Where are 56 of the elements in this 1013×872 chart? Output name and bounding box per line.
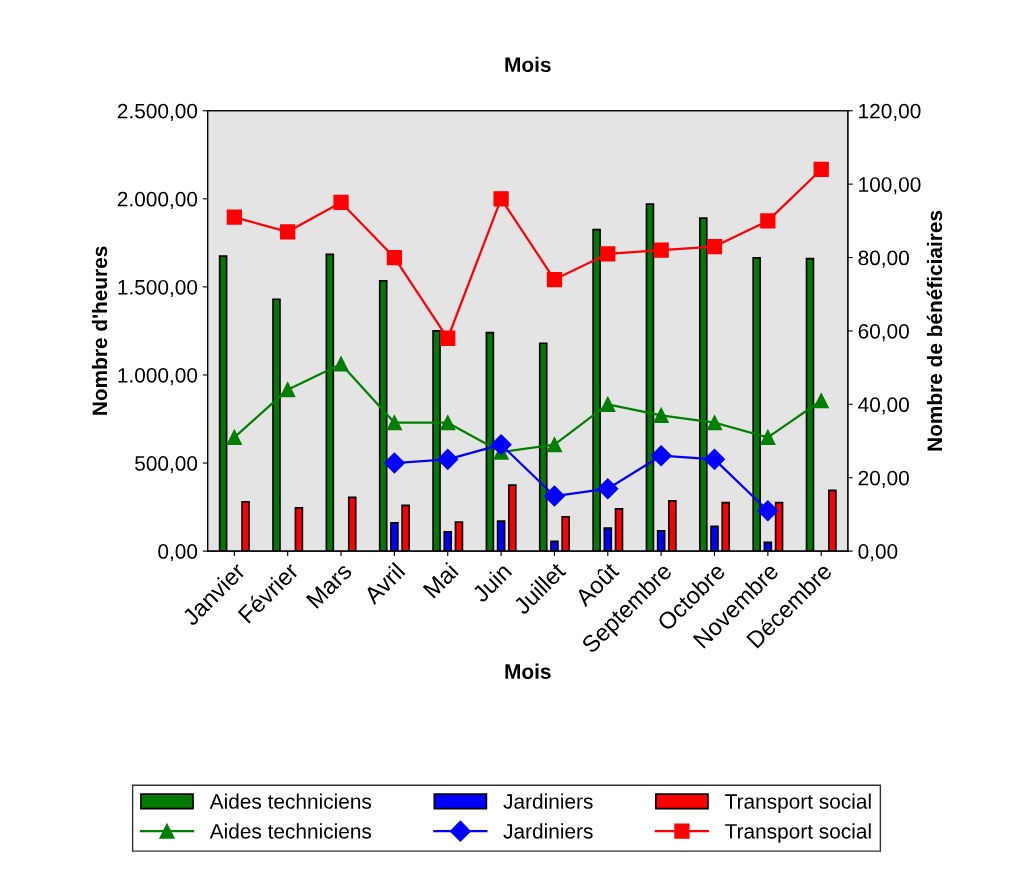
- point: [706, 238, 723, 255]
- point: [386, 249, 403, 266]
- chart-title: Mois: [505, 56, 551, 73]
- point: [757, 500, 779, 522]
- point: [440, 330, 456, 346]
- legend-label: Aides techniciens: [209, 793, 372, 809]
- x-axis-title: Mois: [505, 663, 551, 679]
- point: [440, 415, 456, 431]
- point: [546, 271, 563, 288]
- legend-label: Transport social: [725, 793, 871, 813]
- y2-tick-label: 0,00: [858, 544, 898, 562]
- legend-label: Aides techniciens: [209, 823, 372, 839]
- point: [226, 209, 242, 225]
- point: [333, 356, 349, 372]
- y-tick-label: 1.000,00: [118, 367, 198, 386]
- legend-label: Transport social: [725, 823, 871, 843]
- point: [706, 415, 723, 431]
- x-tick-label: Juin: [470, 561, 513, 604]
- point: [493, 191, 509, 207]
- x-tick-label: Mai: [422, 561, 459, 599]
- point: [760, 213, 776, 229]
- point: [813, 161, 829, 178]
- point: [280, 224, 296, 240]
- point: [437, 448, 459, 470]
- y2-tick-label: 60,00: [858, 323, 909, 342]
- point: [760, 429, 776, 445]
- y-tick-label: 2.000,00: [117, 191, 198, 210]
- point: [813, 393, 829, 409]
- point: [703, 448, 726, 470]
- point: [280, 381, 296, 398]
- point: [653, 407, 669, 423]
- y-axis-title: Nombre d'heures: [91, 246, 108, 415]
- point: [543, 485, 565, 507]
- y-tick-label: 500,00: [135, 456, 198, 474]
- point: [653, 242, 669, 258]
- y2-axis-title: Nombre de bénéficiaires: [926, 210, 943, 451]
- y2-tick-label: 80,00: [858, 250, 909, 268]
- point: [600, 246, 616, 262]
- y2-tick-label: 40,00: [858, 397, 909, 415]
- point: [226, 429, 242, 445]
- point: [650, 445, 672, 467]
- point: [490, 434, 512, 456]
- y-tick-label: 1.500,00: [118, 279, 198, 298]
- y2-tick-label: 20,00: [858, 470, 909, 488]
- point: [546, 437, 563, 453]
- point: [386, 415, 403, 431]
- legend-label: Jardiniers: [503, 823, 593, 839]
- point: [383, 452, 405, 474]
- point: [597, 478, 619, 500]
- y2-tick-label: 100,00: [859, 177, 921, 195]
- point: [333, 194, 349, 211]
- y2-tick-label: 120,00: [859, 103, 921, 121]
- point: [600, 396, 616, 412]
- y-tick-label: 2.500,00: [117, 103, 198, 121]
- legend-label: Jardiniers: [503, 793, 593, 809]
- y-tick-label: 0,00: [158, 544, 198, 562]
